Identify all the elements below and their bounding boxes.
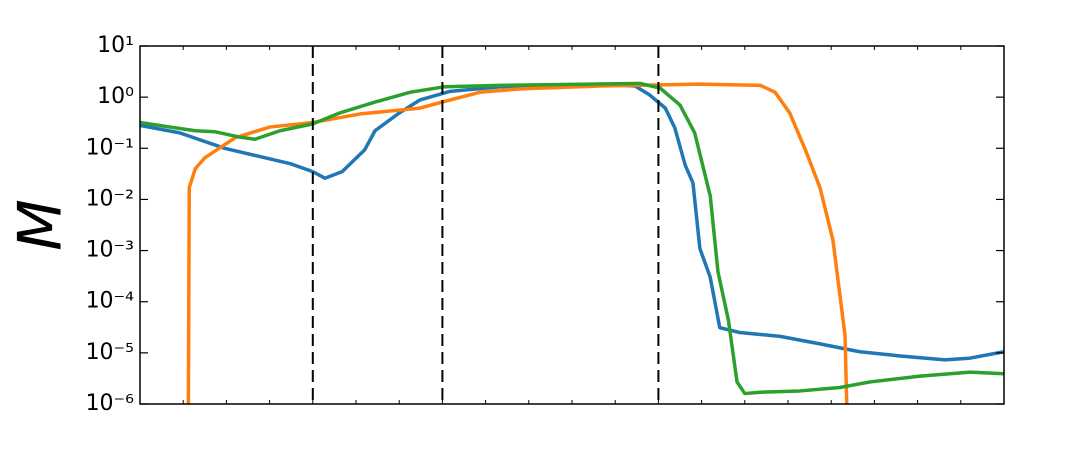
y-tick-label: 10⁰: [97, 84, 134, 109]
y-tick-label: 10⁻²: [86, 186, 134, 211]
y-tick-label: 10⁻³: [86, 238, 134, 263]
y-tick-label: 10⁻⁴: [86, 289, 135, 314]
y-tick-label: 10¹: [97, 33, 134, 58]
y-tick-label: 10⁻⁶: [86, 391, 135, 416]
data-line: [186, 82, 849, 405]
data-line: [139, 82, 1005, 362]
plot-area: [139, 46, 1005, 405]
y-tick-label: 10⁻⁵: [86, 340, 134, 365]
plot-frame: [139, 45, 1005, 405]
y-axis-label: M: [6, 199, 76, 251]
y-tick-label: 10⁻¹: [86, 135, 134, 160]
data-line: [139, 81, 1005, 396]
